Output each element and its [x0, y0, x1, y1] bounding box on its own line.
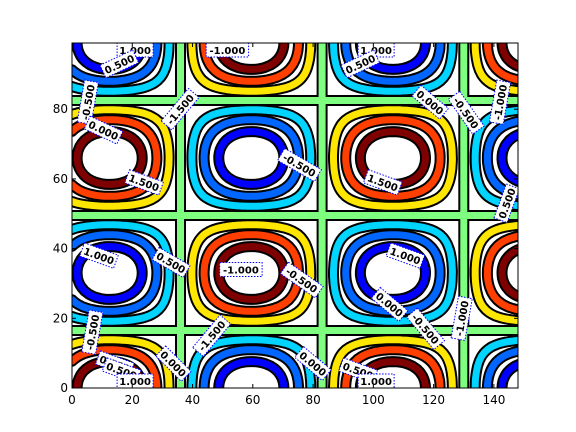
contour-label-box: [493, 183, 518, 224]
contour-label-box: [370, 286, 409, 323]
contour-label-box: [81, 309, 104, 355]
x-tick-label: 40: [185, 393, 200, 407]
contour-label-box: [79, 242, 119, 269]
contour-label-box: [76, 79, 99, 125]
contour-label-text: -1.000: [210, 46, 246, 57]
contour-label-box: [294, 345, 332, 382]
plot-frame: [71, 42, 519, 389]
contour-level--1: [72, 43, 518, 388]
contour-label-box: [160, 87, 200, 131]
contour-label: 1.000: [116, 373, 154, 388]
y-tick-label: 60: [53, 172, 68, 186]
contour-label-box: [99, 49, 140, 79]
contour-label-box: [279, 261, 324, 299]
contour-label-box: [116, 373, 154, 388]
contour-label-text: -1.000: [223, 266, 259, 277]
contour-label-box: [124, 169, 165, 196]
contour-label-box: [405, 307, 446, 351]
contour-label-text: 1.000: [360, 46, 392, 57]
x-tick-label: 80: [305, 393, 320, 407]
y-tick-label: 40: [53, 242, 68, 256]
contour-label-box: [192, 314, 232, 358]
contour-label-box: [385, 242, 426, 269]
contour-label-box: [83, 115, 124, 145]
contour-label: -1.000: [205, 43, 250, 58]
y-tick-label: 0: [60, 381, 68, 395]
x-tick-label: 0: [68, 393, 76, 407]
x-tick-label: 60: [245, 393, 260, 407]
contour-label-text: 1.000: [119, 46, 151, 57]
contour-label-box: [276, 147, 323, 183]
contour-label-box: [411, 84, 450, 120]
contour-label-box: [447, 90, 485, 135]
x-tick-label: 100: [362, 393, 385, 407]
contour-label-box: [340, 49, 381, 79]
x-tick-label: 120: [422, 393, 445, 407]
contour-label-box: [151, 246, 191, 279]
contour-label: -1.000: [219, 262, 263, 277]
x-tick-label: 20: [125, 393, 140, 407]
contour-label-box: [362, 169, 403, 196]
contour-label-box: [488, 79, 512, 125]
y-tick-label: 20: [53, 311, 68, 325]
contour-label-box: [219, 262, 263, 277]
contour-label-box: [450, 295, 473, 341]
contour-label-box: [357, 373, 395, 388]
contour-label-box: [205, 43, 250, 58]
contour-label: -0.500: [279, 261, 324, 299]
contour-label-text: 1.000: [119, 377, 151, 388]
contour-label-box: [155, 345, 192, 382]
y-tick-label: 80: [53, 102, 68, 116]
contour-label-text: 1.000: [360, 377, 392, 388]
contour-level--1.5: [73, 43, 518, 388]
x-tick-label: 140: [482, 393, 505, 407]
contour-label: 1.000: [357, 373, 395, 388]
axes: 0 20 40 60 80 100 120 140 0 20 40 60 80: [53, 43, 518, 407]
